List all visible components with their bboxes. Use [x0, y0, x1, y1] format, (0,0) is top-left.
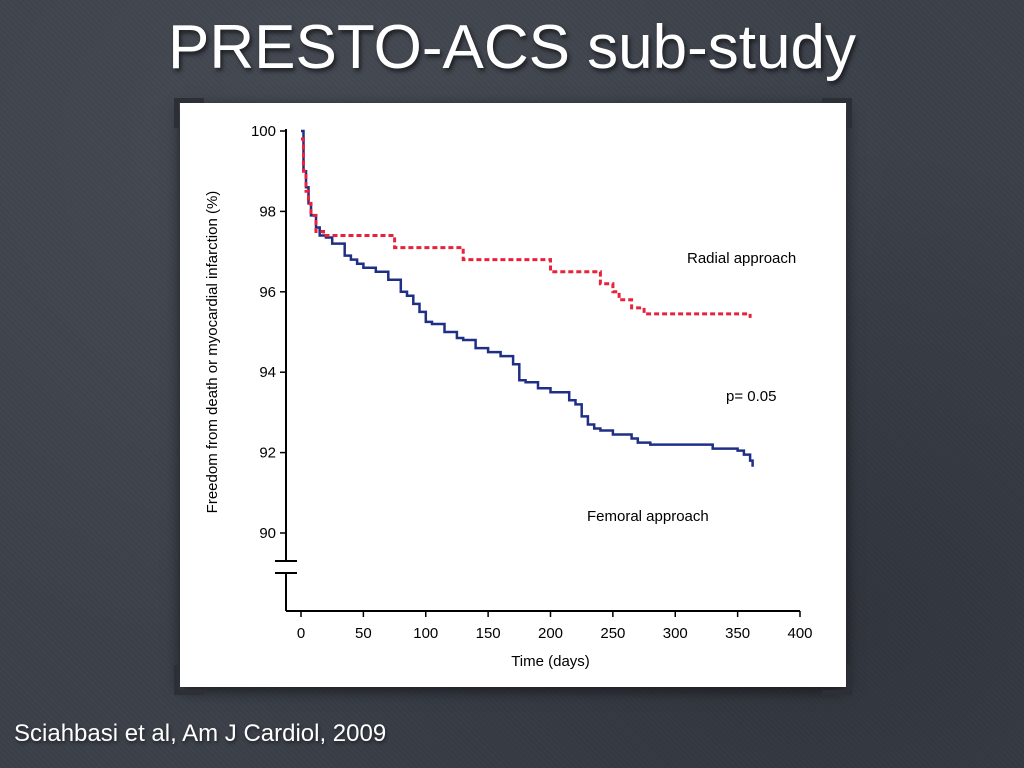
x-tick-label: 100 [413, 625, 438, 642]
citation: Sciahbasi et al, Am J Cardiol, 2009 [14, 720, 387, 747]
y-tick-label: 94 [259, 364, 276, 381]
series-layer [301, 129, 754, 467]
frame-corner-top-left [174, 98, 204, 128]
y-tick-label: 100 [251, 123, 276, 140]
y-ticks: 90 92 94 96 98 100 [251, 123, 286, 542]
annotation-radial: Radial approach [687, 250, 796, 267]
x-axis-label: Time (days) [511, 653, 590, 670]
y-tick-label: 98 [259, 203, 276, 220]
x-tick-label: 400 [787, 625, 812, 642]
x-tick-label: 200 [538, 625, 563, 642]
x-tick-label: 0 [297, 625, 305, 642]
x-tick-label: 50 [355, 625, 372, 642]
frame-corner-bottom-right [822, 665, 852, 695]
annotation-femoral: Femoral approach [587, 508, 709, 525]
figure-frame: 0 50 100 150 200 250 300 350 400 90 92 94 96 98 100 T… [180, 103, 846, 687]
x-tick-label: 300 [663, 625, 688, 642]
x-ticks: 0 50 100 150 200 250 300 350 400 [297, 611, 813, 642]
frame-corner-bottom-left [174, 665, 204, 695]
y-axis-label: Freedom from death or myocardial infarct… [204, 191, 221, 514]
series-line-femoral-approach [301, 129, 754, 467]
chart-background [180, 103, 846, 687]
series-line-radial-approach [301, 137, 752, 318]
x-tick-label: 350 [725, 625, 750, 642]
y-tick-label: 90 [259, 525, 276, 542]
slide-title: PRESTO-ACS sub-study [168, 13, 856, 82]
km-chart: 0 50 100 150 200 250 300 350 400 90 92 94 96 98 100 T… [180, 103, 846, 687]
frame-corner-top-right [822, 98, 852, 128]
x-tick-label: 250 [600, 625, 625, 642]
y-tick-label: 96 [259, 284, 276, 301]
x-tick-label: 150 [476, 625, 501, 642]
y-axis [275, 129, 297, 611]
y-tick-label: 92 [259, 445, 276, 462]
annotation-pvalue: p= 0.05 [726, 388, 776, 405]
